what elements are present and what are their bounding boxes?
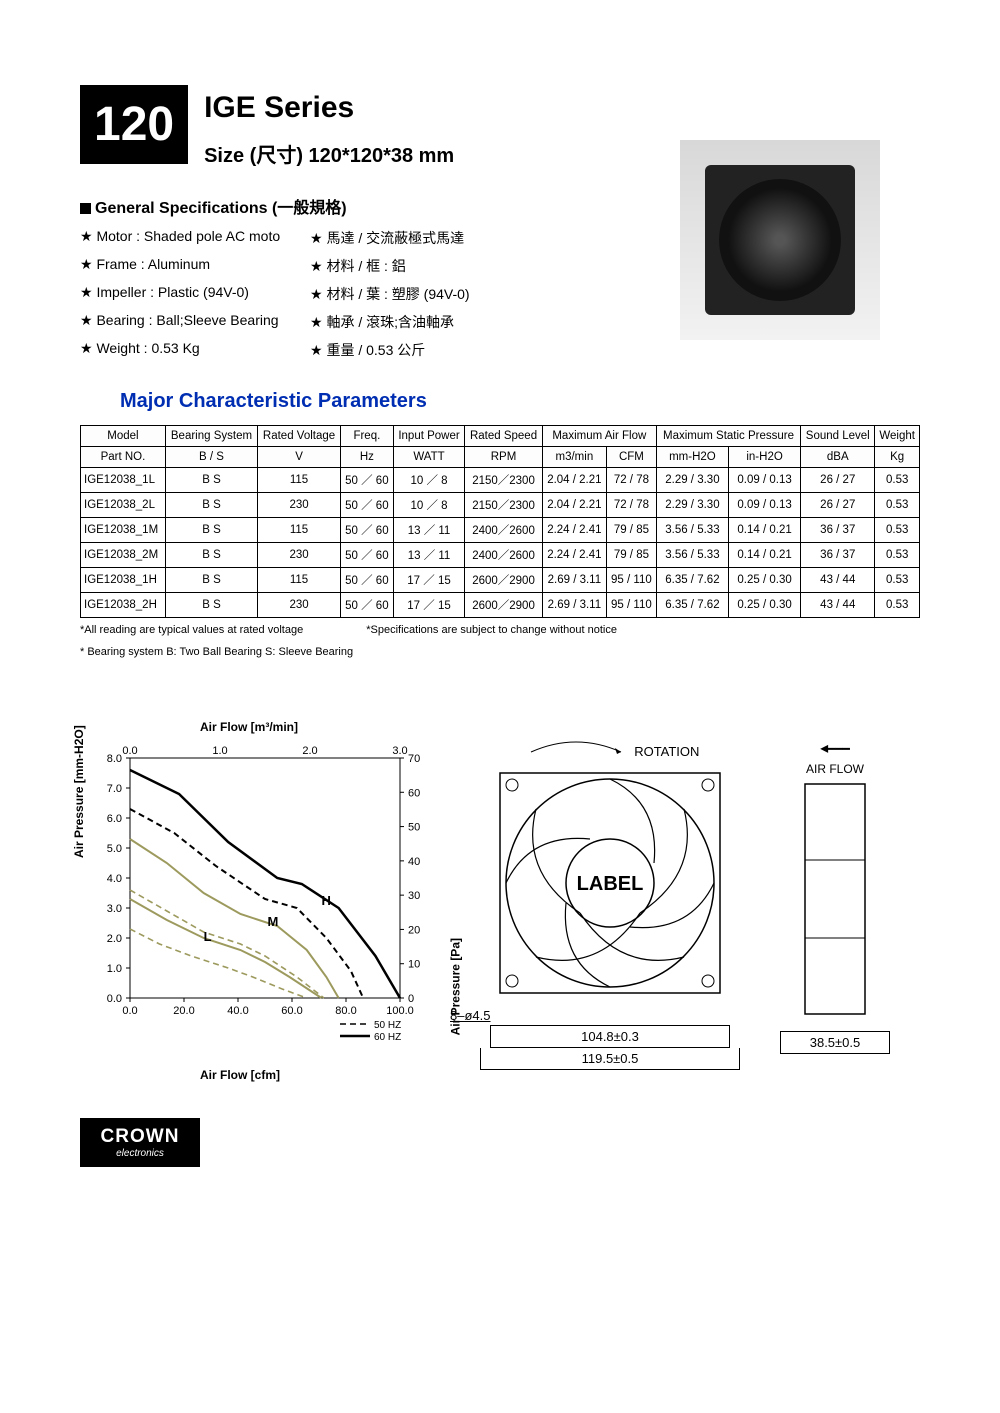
- column-subheader: WATT: [393, 447, 465, 468]
- y-left-label: Air Pressure [mm-H2O]: [72, 725, 86, 858]
- svg-text:M: M: [267, 914, 278, 929]
- svg-text:1.0: 1.0: [107, 963, 122, 975]
- column-subheader: CFM: [606, 447, 656, 468]
- svg-text:5.0: 5.0: [107, 843, 122, 855]
- chart-title: Air Flow [m³/min]: [200, 720, 298, 734]
- side-drawing: ◂━━━ AIR FLOW 38.5±0.5: [780, 738, 890, 1054]
- svg-text:L: L: [204, 929, 212, 944]
- svg-text:0.0: 0.0: [107, 993, 122, 1005]
- svg-text:70: 70: [408, 753, 420, 765]
- model-number-box: 120: [80, 85, 188, 164]
- svg-text:2.0: 2.0: [107, 933, 122, 945]
- brand-logo: CROWN electronics: [80, 1118, 200, 1167]
- svg-text:60.0: 60.0: [281, 1005, 302, 1017]
- dim-1: 104.8±0.3: [490, 1025, 730, 1048]
- svg-text:60: 60: [408, 787, 420, 799]
- svg-text:H: H: [321, 893, 330, 908]
- svg-text:20: 20: [408, 924, 420, 936]
- column-header: Freq.: [340, 426, 393, 447]
- table-row: IGE12038_2MB S23050 ／ 6013 ／ 112400／2600…: [81, 543, 920, 568]
- svg-text:40.0: 40.0: [227, 1005, 248, 1017]
- note-b: *Specifications are subject to change wi…: [366, 624, 617, 636]
- table-row: IGE12038_2LB S23050 ／ 6010 ／ 82150／23002…: [81, 493, 920, 518]
- column-subheader: Part NO.: [81, 447, 166, 468]
- svg-text:1.0: 1.0: [212, 745, 227, 757]
- fan-icon: [705, 165, 855, 315]
- column-subheader: Kg: [875, 447, 920, 468]
- column-header: Bearing System: [165, 426, 257, 447]
- pq-chart: Air Flow [m³/min] Air Pressure [mm-H2O] …: [80, 738, 440, 1078]
- param-heading: Major Characteristic Parameters: [120, 390, 920, 413]
- column-header: Sound Level: [801, 426, 875, 447]
- svg-text:3.0: 3.0: [392, 745, 407, 757]
- svg-text:80.0: 80.0: [335, 1005, 356, 1017]
- svg-text:0: 0: [408, 993, 414, 1005]
- svg-text:0.0: 0.0: [122, 1005, 137, 1017]
- column-header: Rated Voltage: [258, 426, 341, 447]
- x-bottom-label: Air Flow [cfm]: [200, 1068, 280, 1082]
- svg-text:2.0: 2.0: [302, 745, 317, 757]
- column-subheader: mm-H2O: [656, 447, 728, 468]
- column-subheader: m3/min: [542, 447, 606, 468]
- svg-text:60 HZ: 60 HZ: [374, 1032, 401, 1043]
- column-subheader: dBA: [801, 447, 875, 468]
- column-subheader: Hz: [340, 447, 393, 468]
- column-subheader: B / S: [165, 447, 257, 468]
- size-line: Size (尺寸) 120*120*38 mm: [204, 139, 454, 168]
- table-row: IGE12038_1LB S11550 ／ 6010 ／ 82150／23002…: [81, 468, 920, 493]
- column-subheader: V: [258, 447, 341, 468]
- column-header: Maximum Static Pressure: [656, 426, 800, 447]
- svg-text:4.0: 4.0: [107, 873, 122, 885]
- svg-text:0.0: 0.0: [122, 745, 137, 757]
- y-right-label: Air Pressure [Pa]: [448, 938, 462, 1035]
- dim-2: 119.5±0.5: [480, 1048, 740, 1070]
- svg-text:20.0: 20.0: [173, 1005, 194, 1017]
- table-row: IGE12038_1HB S11550 ／ 6017 ／ 152600／2900…: [81, 568, 920, 593]
- svg-text:3.0: 3.0: [107, 903, 122, 915]
- svg-text:40: 40: [408, 856, 420, 868]
- svg-text:6.0: 6.0: [107, 813, 122, 825]
- svg-text:10: 10: [408, 959, 420, 971]
- svg-text:LABEL: LABEL: [577, 873, 644, 895]
- svg-text:30: 30: [408, 890, 420, 902]
- svg-text:50: 50: [408, 822, 420, 834]
- spec-row: ★ Weight : 0.53 Kg★ 重量 / 0.53 公斤: [80, 340, 920, 360]
- parameter-table: ModelBearing SystemRated VoltageFreq.Inp…: [80, 425, 920, 618]
- depth-dim: 38.5±0.5: [780, 1031, 890, 1054]
- column-header: Rated Speed: [465, 426, 543, 447]
- product-photo: [680, 140, 880, 340]
- svg-text:50 HZ: 50 HZ: [374, 1020, 401, 1031]
- mechanical-drawing: ROTATION LABEL 8–ø4.5: [470, 738, 750, 1070]
- table-row: IGE12038_1MB S11550 ／ 6013 ／ 112400／2600…: [81, 518, 920, 543]
- column-header: Maximum Air Flow: [542, 426, 656, 447]
- column-header: Model: [81, 426, 166, 447]
- svg-text:100.0: 100.0: [386, 1005, 414, 1017]
- note-a: *All reading are typical values at rated…: [80, 624, 303, 636]
- column-subheader: RPM: [465, 447, 543, 468]
- column-header: Input Power: [393, 426, 465, 447]
- series-title: IGE Series: [204, 91, 454, 125]
- column-subheader: in-H2O: [729, 447, 801, 468]
- column-header: Weight: [875, 426, 920, 447]
- note-c: * Bearing system B: Two Ball Bearing S: …: [80, 646, 353, 658]
- svg-text:7.0: 7.0: [107, 783, 122, 795]
- table-row: IGE12038_2HB S23050 ／ 6017 ／ 152600／2900…: [81, 593, 920, 618]
- svg-text:8.0: 8.0: [107, 753, 122, 765]
